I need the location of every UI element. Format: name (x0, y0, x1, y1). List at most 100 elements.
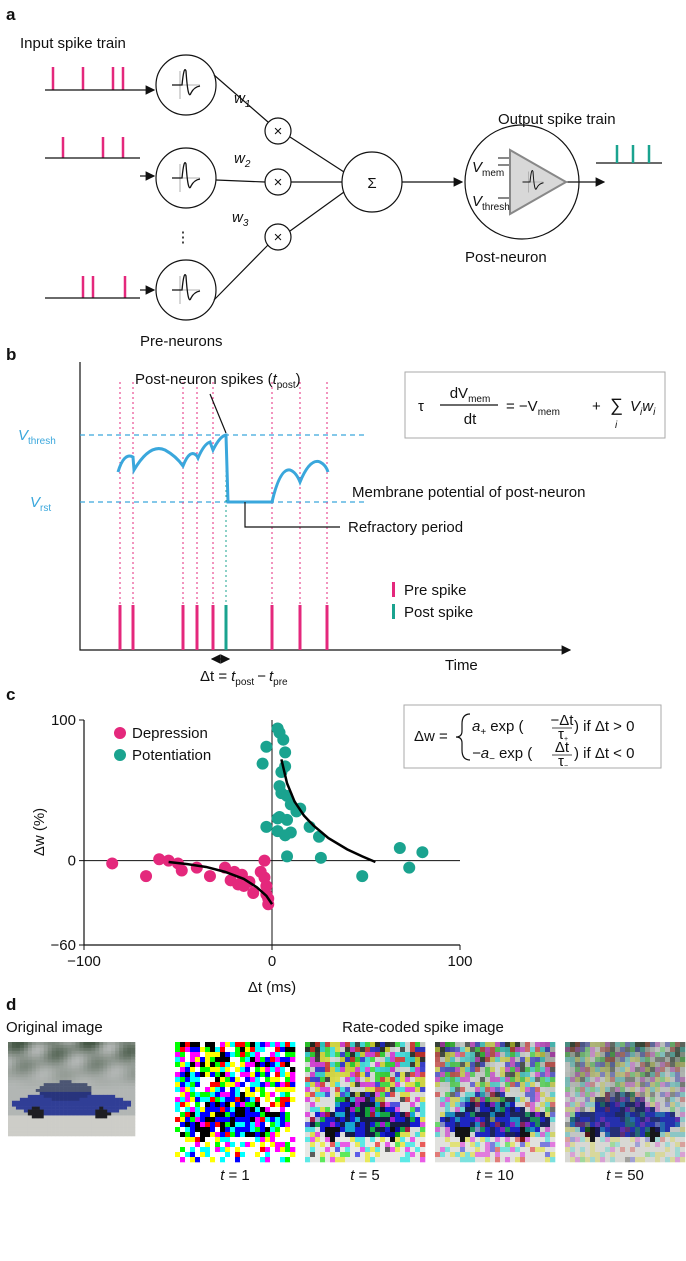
original-pixel (75, 1098, 79, 1101)
spike-pixel (340, 1082, 345, 1087)
original-pixel (60, 1066, 64, 1069)
spike-pixel (290, 1097, 295, 1102)
original-pixel (119, 1074, 123, 1077)
eq-cond: ) if Δt > 0 (574, 718, 634, 735)
spike-pixel (185, 1112, 190, 1117)
spike-pixel (305, 1102, 310, 1107)
spike-pixel (380, 1142, 385, 1147)
spike-pixel (590, 1102, 595, 1107)
spike-pixel (435, 1082, 440, 1087)
spike-pixel (570, 1132, 575, 1137)
spike-pixel (545, 1112, 550, 1117)
original-pixel (91, 1074, 95, 1077)
original-pixel (91, 1092, 95, 1095)
spike-pixel (625, 1132, 630, 1137)
spike-pixel (350, 1087, 355, 1092)
spike-pixel (585, 1062, 590, 1067)
original-pixel (16, 1133, 20, 1136)
spike-pixel (195, 1072, 200, 1077)
spike-pixel (650, 1142, 655, 1147)
spike-pixel (565, 1127, 570, 1132)
spike-pixel (240, 1042, 245, 1047)
spike-pixel (250, 1122, 255, 1127)
spike-pixel (680, 1042, 685, 1047)
spike-pixel (650, 1112, 655, 1117)
original-pixel (123, 1124, 127, 1127)
original-pixel (87, 1107, 91, 1110)
spike-pixel (340, 1147, 345, 1152)
spike-pixel (655, 1077, 660, 1082)
spike-pixel (345, 1152, 350, 1157)
spike-pixel (235, 1112, 240, 1117)
original-pixel (111, 1104, 115, 1107)
original-pixel (20, 1098, 24, 1101)
original-pixel (60, 1121, 64, 1124)
original-pixel (119, 1083, 123, 1086)
spike-pixel (415, 1142, 420, 1147)
spike-pixel (375, 1142, 380, 1147)
spike-pixel (405, 1117, 410, 1122)
spike-pixel (420, 1087, 425, 1092)
original-pixel (95, 1074, 99, 1077)
spike-pixel (270, 1077, 275, 1082)
spike-pixel (405, 1137, 410, 1142)
spike-pixel (405, 1147, 410, 1152)
spike-pixel (530, 1127, 535, 1132)
original-pixel (111, 1057, 115, 1060)
spike-pixel (530, 1052, 535, 1057)
spike-pixel (490, 1137, 495, 1142)
original-pixel (56, 1083, 60, 1086)
spike-pixel (565, 1097, 570, 1102)
point (356, 870, 368, 882)
original-pixel (60, 1127, 64, 1130)
spike-pixel (680, 1082, 685, 1087)
spike-pixel (265, 1132, 270, 1137)
spike-pixel (500, 1062, 505, 1067)
spike-pixel (235, 1082, 240, 1087)
spike-pixel (345, 1137, 350, 1142)
spike-pixel (290, 1077, 295, 1082)
spike-pixel (510, 1112, 515, 1117)
spike-pixel (375, 1072, 380, 1077)
spike-pixel (460, 1137, 465, 1142)
spike-pixel (230, 1117, 235, 1122)
original-pixel (123, 1068, 127, 1071)
spike-pixel (505, 1107, 510, 1112)
spike-pixel (550, 1047, 555, 1052)
step-label: t= 1 (220, 1167, 249, 1184)
spike-pixel (400, 1142, 405, 1147)
spike-pixel (355, 1107, 360, 1112)
spike-pixel (570, 1087, 575, 1092)
spike-pixel (620, 1147, 625, 1152)
original-pixel (91, 1068, 95, 1071)
original-pixel (44, 1115, 48, 1118)
original-pixel (91, 1101, 95, 1104)
spike-pixel (465, 1132, 470, 1137)
spike-pixel (195, 1042, 200, 1047)
spike-pixel (615, 1067, 620, 1072)
original-pixel (16, 1124, 20, 1127)
spike-pixel (455, 1047, 460, 1052)
original-pixel (123, 1042, 127, 1045)
original-pixel (91, 1048, 95, 1051)
spike-pixel (290, 1067, 295, 1072)
spike-pixel (485, 1092, 490, 1097)
spike-pixel (625, 1097, 630, 1102)
spike-pixel (505, 1142, 510, 1147)
spike-pixel (595, 1152, 600, 1157)
spike-pixel (435, 1112, 440, 1117)
original-pixel (28, 1054, 32, 1057)
spike-pixel (205, 1137, 210, 1142)
spike-pixel (580, 1102, 585, 1107)
spike-pixel (220, 1077, 225, 1082)
spike-pixel (565, 1122, 570, 1127)
spike-pixel (420, 1152, 425, 1157)
spike-pixel (260, 1062, 265, 1067)
spike-pixel (420, 1097, 425, 1102)
spike-pixel (510, 1057, 515, 1062)
spike-pixel (210, 1077, 215, 1082)
spike-pixel (255, 1052, 260, 1057)
spike-pixel (520, 1122, 525, 1127)
spike-pixel (420, 1107, 425, 1112)
spike-pixel (225, 1087, 230, 1092)
